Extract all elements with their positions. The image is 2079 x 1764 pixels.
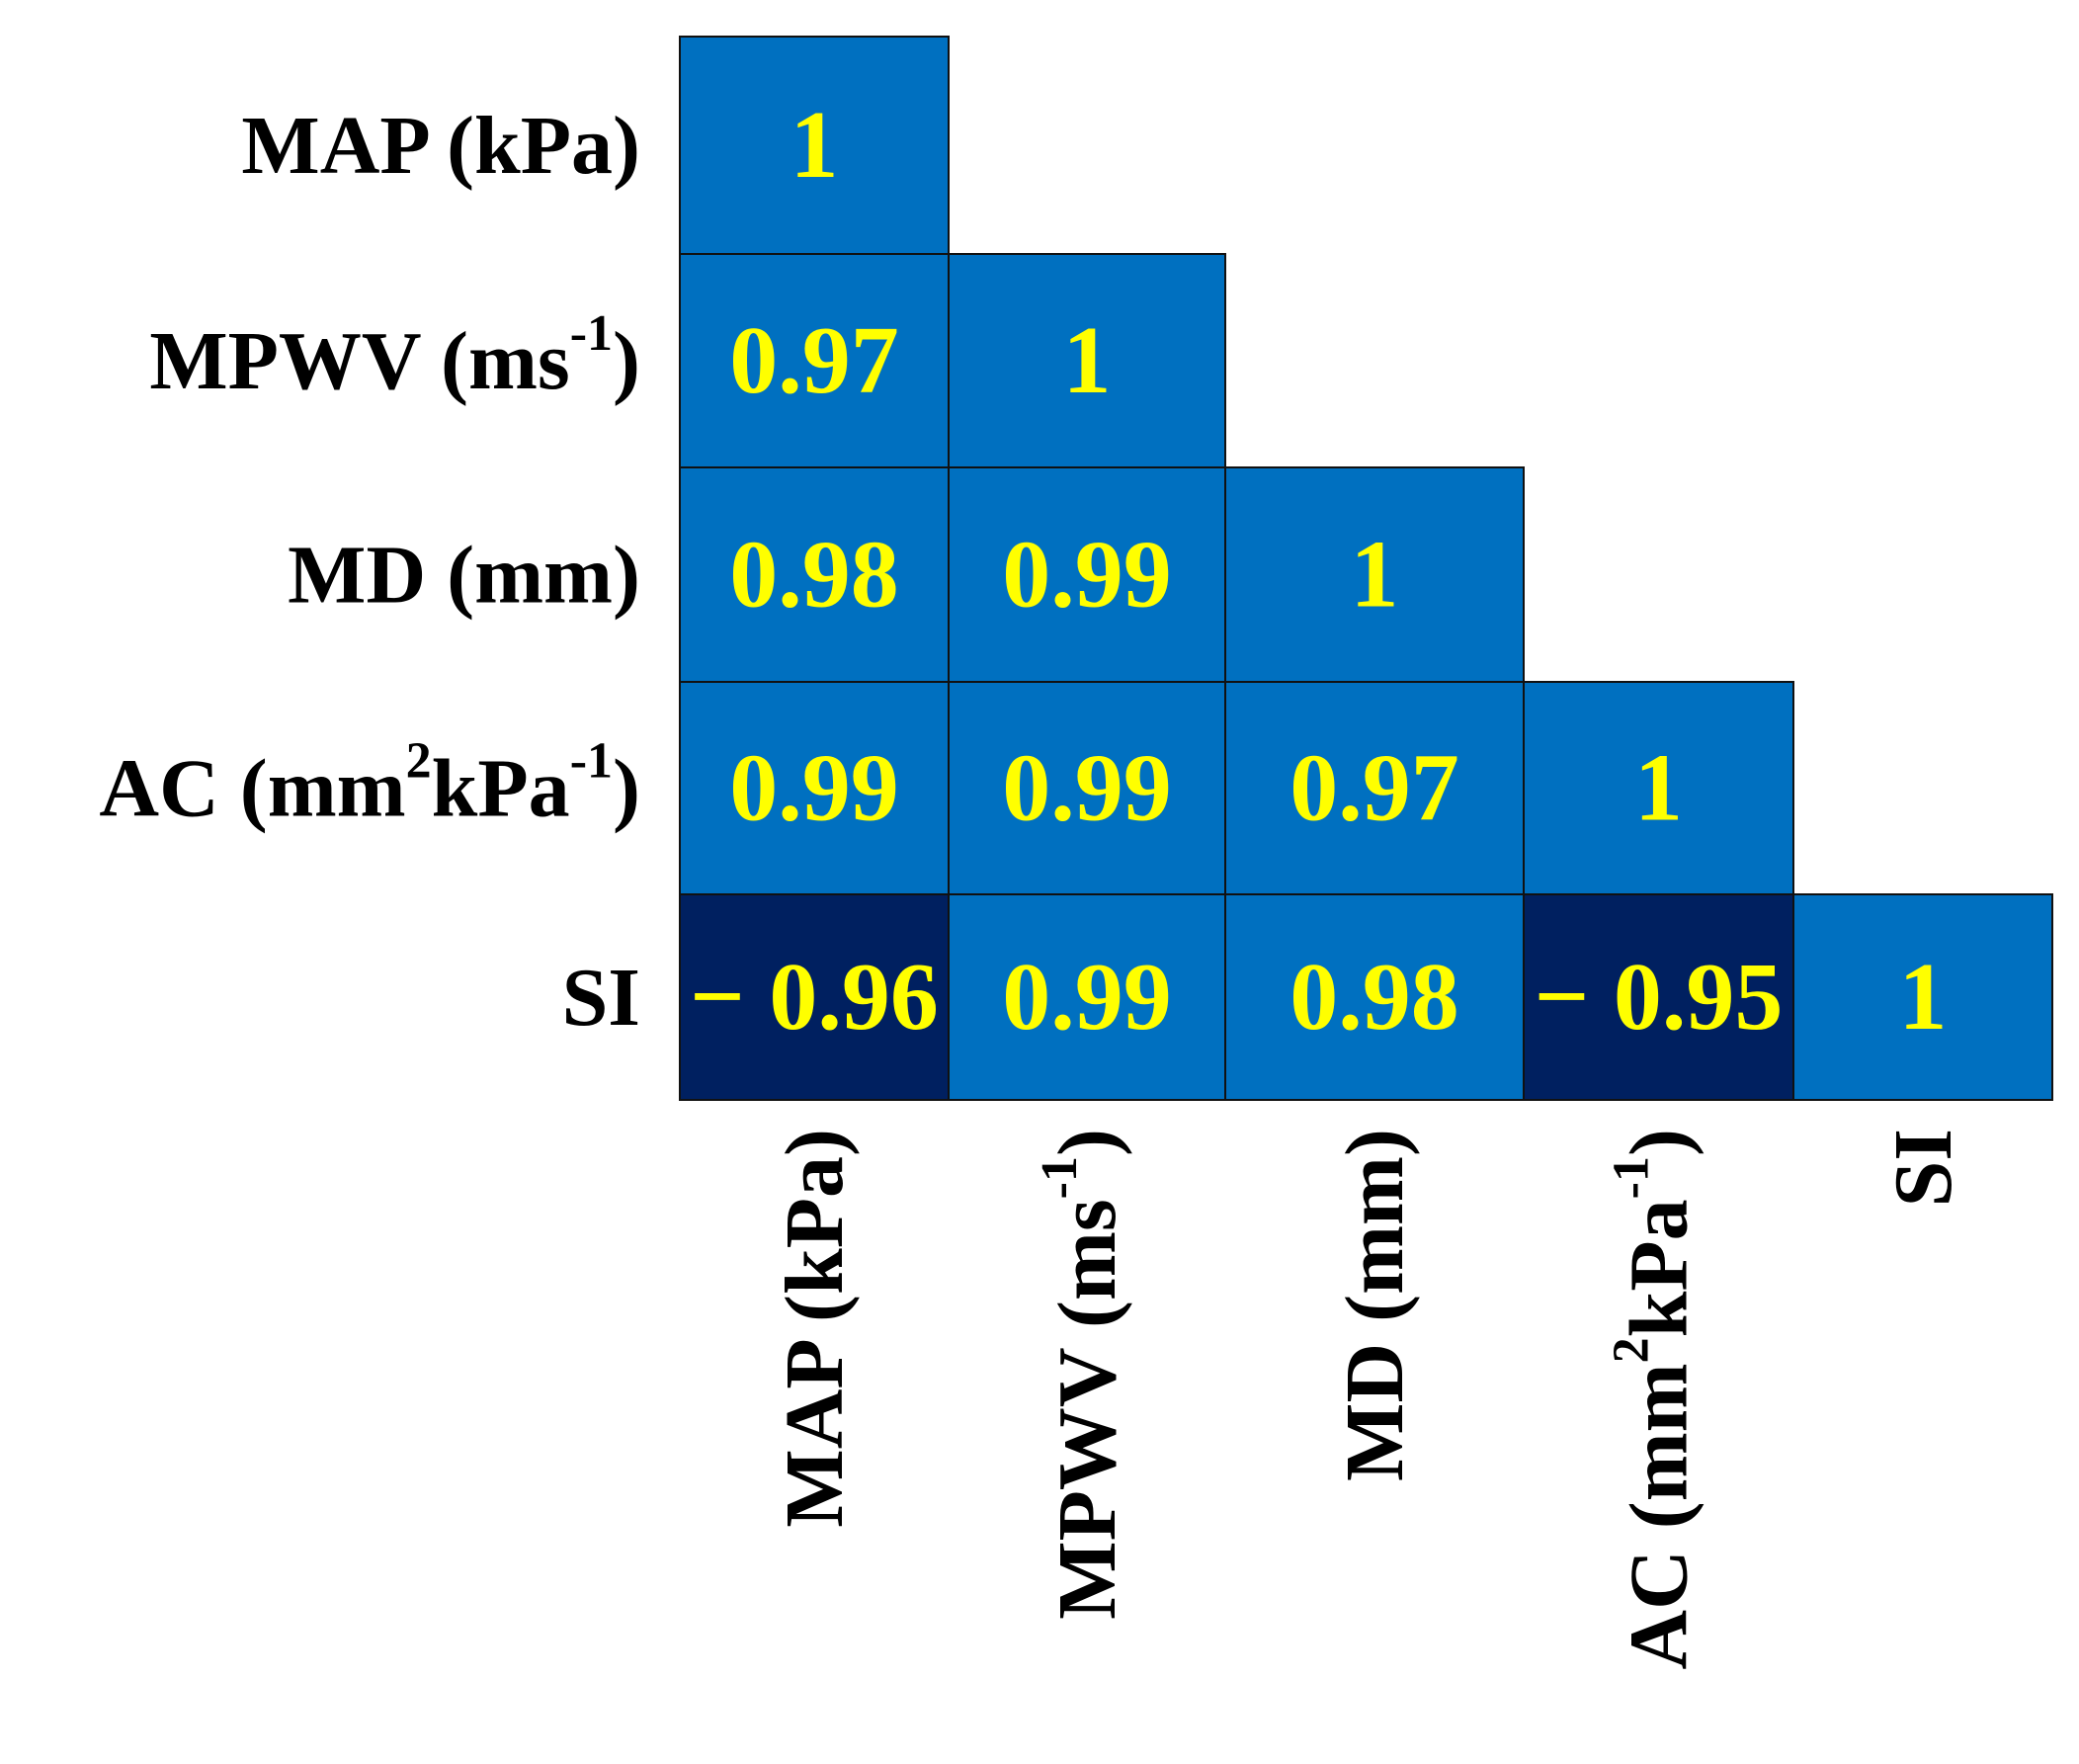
label-part: kPa bbox=[432, 742, 570, 834]
heatmap-cell-si-vs-ac-mm2kpa-1 bbox=[1523, 893, 1794, 1101]
heatmap-cell-ac-mm2kpa-1-vs-mpwv-ms-1 bbox=[948, 681, 1226, 895]
cell-value-label: 0.97 bbox=[1289, 735, 1459, 842]
label-part: MAP (kPa) bbox=[769, 1129, 861, 1528]
label-part: -1 bbox=[570, 732, 613, 789]
cell-value-label: 1 bbox=[1351, 522, 1399, 629]
row-label-mpwv-ms-1: MPWV (ms-1) bbox=[149, 305, 640, 407]
label-part: MD (mm) bbox=[288, 529, 640, 621]
column-label-si: SI bbox=[1877, 1129, 1969, 1207]
label-part: 2 bbox=[406, 732, 432, 789]
label-part: SI bbox=[1877, 1129, 1969, 1207]
cell-value-label: 1 bbox=[1634, 735, 1683, 842]
column-label-mpwv-ms-1: MPWV (ms-1) bbox=[1032, 1129, 1133, 1620]
cell-value-label: 0.99 bbox=[1002, 944, 1172, 1050]
cell-value-label: − 0.96 bbox=[690, 944, 939, 1050]
label-part: MAP (kPa) bbox=[241, 100, 640, 192]
cell-value-label: 0.97 bbox=[729, 307, 899, 414]
label-part: ) bbox=[1041, 1129, 1133, 1156]
column-labels: MAP (kPa) MPWV (ms-1) MD (mm)AC (mm2kPa-1)… bbox=[769, 1129, 1969, 1670]
label-part: ) bbox=[613, 315, 640, 407]
heatmap-cell-md-mm-vs-map-kpa bbox=[679, 466, 950, 683]
label-part: -1 bbox=[1603, 1156, 1659, 1199]
cell-value-label: 0.99 bbox=[1002, 735, 1172, 842]
cell-value-label: 1 bbox=[790, 92, 839, 199]
cell-value-label: − 0.95 bbox=[1535, 944, 1784, 1050]
heatmap-cell-mpwv-ms-1-vs-map-kpa bbox=[679, 253, 950, 468]
label-part: kPa bbox=[1613, 1199, 1705, 1337]
label-part: MD (mm) bbox=[1329, 1129, 1421, 1481]
cell-value-label: 0.99 bbox=[729, 735, 899, 842]
heatmap-cell-si-vs-md-mm bbox=[1224, 893, 1525, 1101]
column-label-md-mm: MD (mm) bbox=[1329, 1129, 1421, 1481]
row-label-md-mm: MD (mm) bbox=[288, 529, 640, 621]
cell-value-label: 1 bbox=[1899, 944, 1948, 1050]
column-label-map-kpa: MAP (kPa) bbox=[769, 1129, 861, 1528]
heatmap-cell-map-kpa-vs-map-kpa bbox=[679, 36, 950, 255]
label-part: SI bbox=[562, 952, 640, 1044]
label-part: MPWV (ms bbox=[149, 315, 569, 407]
label-part: MPWV (ms bbox=[1041, 1199, 1133, 1619]
row-label-ac-mm2kpa-1: AC (mm2kPa-1) bbox=[99, 732, 640, 834]
label-part: AC (mm bbox=[99, 742, 405, 834]
cell-value-label: 1 bbox=[1063, 307, 1112, 414]
label-part: ) bbox=[613, 742, 640, 834]
label-part: -1 bbox=[570, 305, 613, 362]
cell-value-label: 0.98 bbox=[1289, 944, 1459, 1050]
label-part: ) bbox=[1613, 1129, 1705, 1156]
column-label-ac-mm2kpa-1: AC (mm2kPa-1) bbox=[1603, 1129, 1705, 1670]
label-part: -1 bbox=[1032, 1156, 1088, 1199]
label-part: AC (mm bbox=[1613, 1363, 1705, 1669]
heatmap-cell-md-mm-vs-md-mm bbox=[1224, 466, 1525, 683]
label-part: 2 bbox=[1603, 1337, 1659, 1363]
heatmap-cell-si-vs-mpwv-ms-1 bbox=[948, 893, 1226, 1101]
cell-value-label: 0.98 bbox=[729, 522, 899, 629]
heatmap-cell-mpwv-ms-1-vs-mpwv-ms-1 bbox=[948, 253, 1226, 468]
heatmap-cell-si-vs-si bbox=[1792, 893, 2053, 1101]
heatmap-cells: 1 0.97 1 0.98 0.99 1 0.99 0.99 0.97 1 − 0.96 0.99 0.… bbox=[679, 36, 2053, 1101]
cell-value-label: 0.99 bbox=[1002, 522, 1172, 629]
heatmap-cell-ac-mm2kpa-1-vs-ac-mm2kpa-1 bbox=[1523, 681, 1794, 895]
heatmap-cell-md-mm-vs-mpwv-ms-1 bbox=[948, 466, 1226, 683]
row-label-map-kpa: MAP (kPa) bbox=[241, 100, 640, 192]
row-label-si: SI bbox=[562, 952, 640, 1044]
row-labels: MAP (kPa)MPWV (ms-1)MD (mm)AC (mm2kPa-1)… bbox=[99, 100, 640, 1044]
